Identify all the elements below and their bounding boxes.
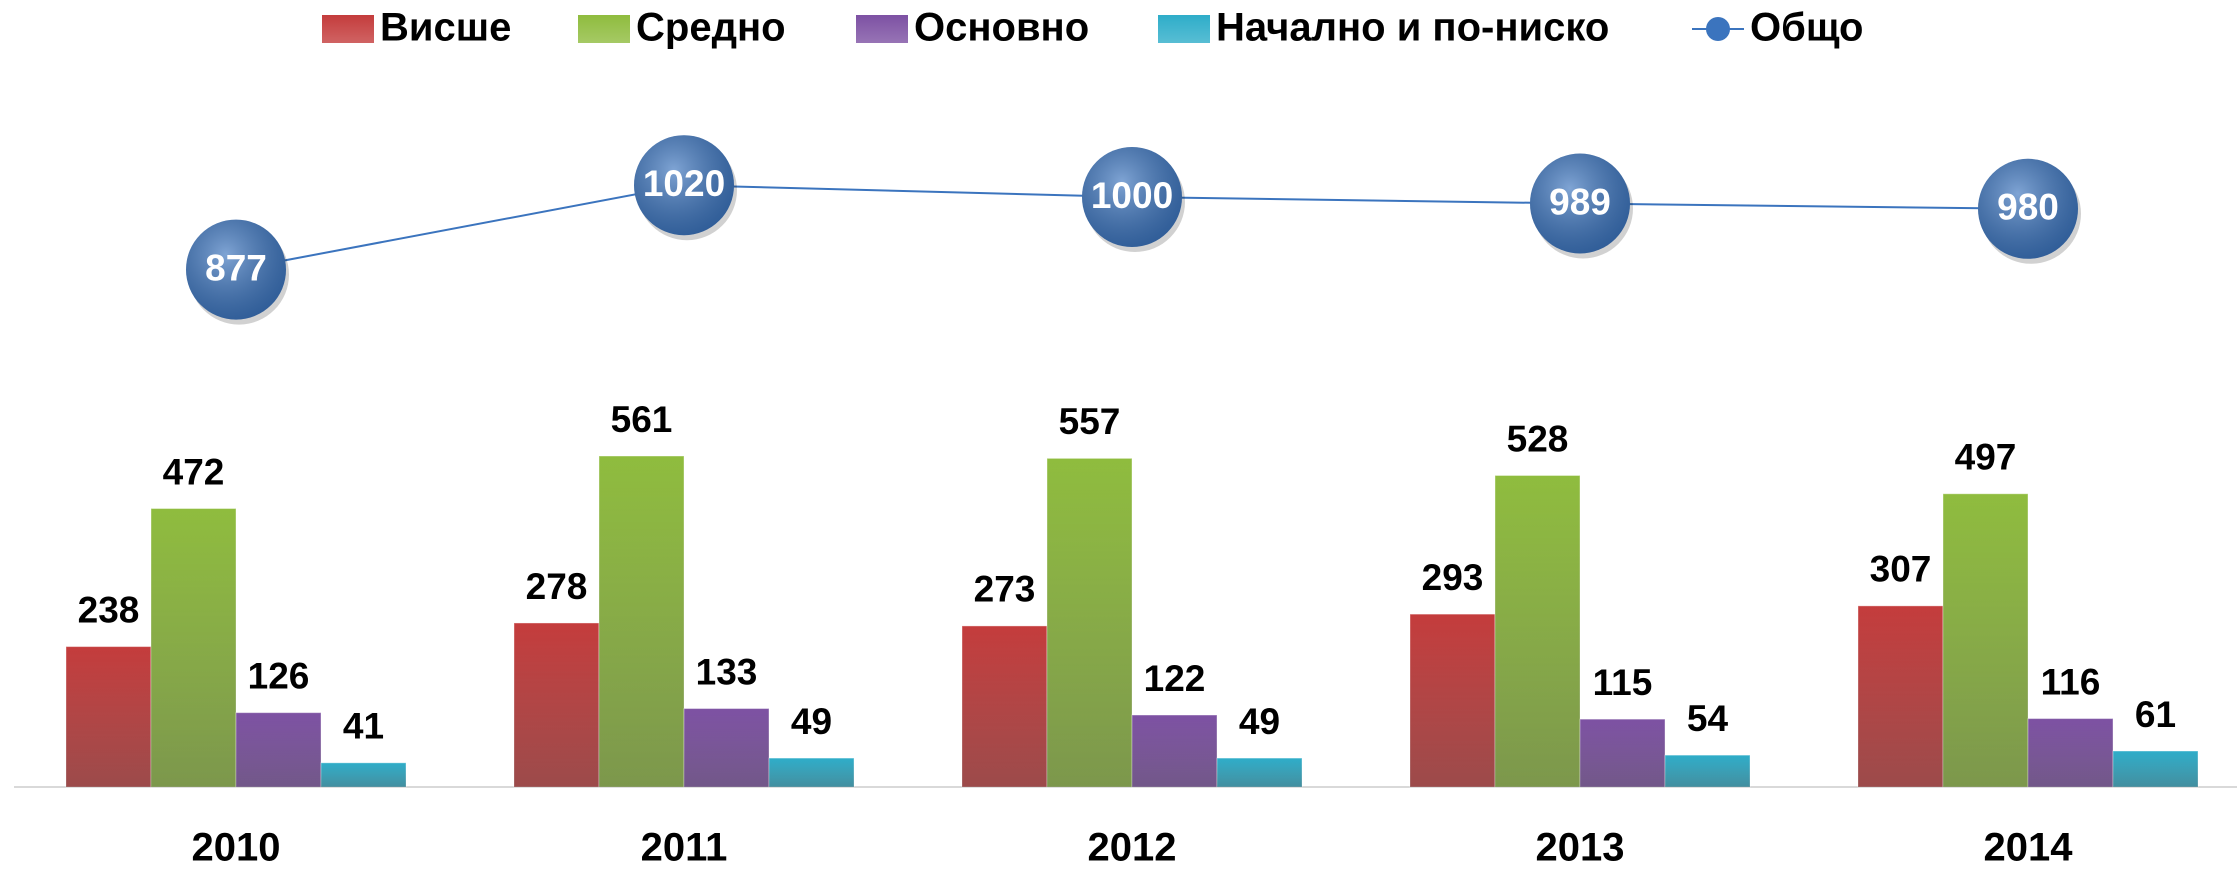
bar [1857, 605, 1944, 788]
data-label: 61 [2135, 694, 2176, 735]
bar [768, 757, 855, 788]
data-label: 557 [1059, 401, 1121, 442]
legend-label: Начално и по-ниско [1216, 6, 1609, 50]
data-label: 41 [343, 706, 384, 747]
legend-label: Средно [636, 6, 786, 50]
data-label: 54 [1687, 698, 1729, 739]
data-label: 307 [1870, 549, 1932, 590]
bar [961, 625, 1048, 788]
bar [513, 622, 600, 788]
data-label: 528 [1507, 418, 1569, 459]
bar [1579, 718, 1666, 788]
data-label: 472 [163, 451, 225, 492]
marker-gloss [1082, 147, 1182, 247]
legend-label: Висше [380, 6, 511, 50]
marker-gloss [634, 135, 734, 236]
data-label: 497 [1955, 437, 2017, 478]
legend-swatch [1158, 15, 1210, 43]
bar [1494, 474, 1581, 788]
bar [320, 762, 407, 788]
data-label: 273 [974, 569, 1036, 610]
data-label: 133 [696, 651, 758, 692]
bar [1131, 714, 1218, 788]
data-label: 116 [2041, 661, 2101, 702]
bar [1409, 613, 1496, 788]
data-label: 980 [1997, 187, 2059, 228]
bar [1046, 457, 1133, 788]
legend-swatch [856, 15, 908, 43]
bar [1942, 493, 2029, 788]
legend-label: Основно [914, 6, 1089, 50]
x-tick-label: 2012 [1088, 826, 1177, 870]
legend-swatch [322, 15, 374, 43]
x-tick-label: 2011 [641, 826, 728, 870]
marker-gloss [1530, 153, 1630, 254]
bar [150, 508, 237, 788]
legend-marker [1706, 17, 1730, 41]
legend-label: Общо [1750, 6, 1863, 50]
x-tick-label: 2010 [192, 826, 281, 870]
data-label: 115 [1593, 662, 1653, 703]
bar [2027, 718, 2114, 788]
data-label: 49 [1239, 701, 1280, 742]
bar [598, 455, 685, 788]
bar [683, 708, 770, 788]
legend-swatch [578, 15, 630, 43]
x-tick-label: 2013 [1536, 826, 1625, 870]
data-label: 238 [78, 589, 140, 630]
bar [235, 712, 322, 788]
data-label: 126 [248, 655, 310, 696]
data-label: 877 [205, 247, 267, 288]
marker-gloss [1978, 158, 2078, 259]
data-label: 1000 [1091, 175, 1173, 216]
x-tick-label: 2014 [1984, 826, 2074, 870]
data-label: 1020 [643, 163, 725, 204]
bar [1664, 754, 1751, 788]
data-label: 122 [1144, 658, 1206, 699]
data-label: 989 [1549, 181, 1611, 222]
data-label: 293 [1422, 557, 1484, 598]
bar [65, 646, 152, 788]
data-label: 561 [611, 399, 673, 440]
bar [1216, 757, 1303, 788]
bar [2112, 750, 2199, 788]
data-label: 49 [791, 701, 832, 742]
marker-gloss [186, 219, 286, 320]
data-label: 278 [526, 566, 588, 607]
